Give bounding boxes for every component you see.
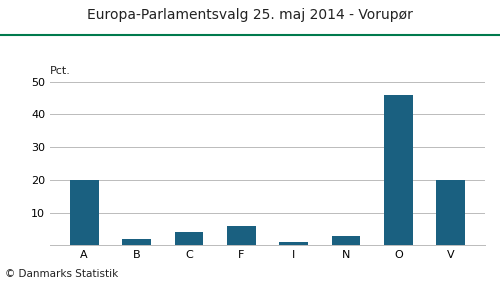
Bar <box>280 242 308 245</box>
Bar <box>70 180 98 245</box>
Bar <box>122 239 151 245</box>
Bar <box>332 235 360 245</box>
Bar <box>227 226 256 245</box>
Text: Pct.: Pct. <box>50 66 71 76</box>
Bar <box>174 232 204 245</box>
Text: © Danmarks Statistik: © Danmarks Statistik <box>5 269 118 279</box>
Bar <box>436 180 465 245</box>
Text: Europa-Parlamentsvalg 25. maj 2014 - Vorupør: Europa-Parlamentsvalg 25. maj 2014 - Vor… <box>87 8 413 23</box>
Bar <box>384 95 413 245</box>
